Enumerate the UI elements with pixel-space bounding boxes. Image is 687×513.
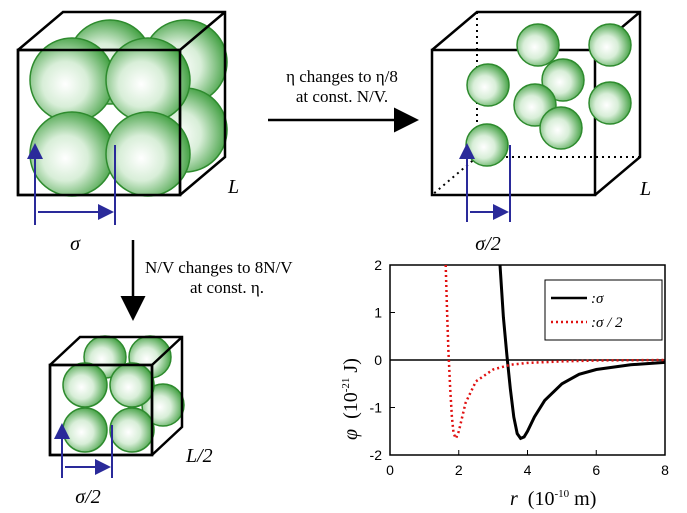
caption: N/V changes to 8N/V (145, 258, 293, 277)
caption: at const. η. (190, 278, 264, 297)
y-label-part: (10 (340, 392, 362, 419)
x-label-part: (10 (528, 488, 555, 510)
x-tick-label: 2 (455, 462, 463, 478)
cube-large (18, 12, 227, 225)
edge-label: L (639, 178, 651, 200)
x-label-part: m) (574, 488, 596, 510)
edge-label: L/2 (185, 445, 213, 467)
y-axis-label: φ (10-21 J) (340, 358, 362, 440)
edge-label: L (227, 176, 239, 198)
cube-dense (50, 336, 184, 478)
diameter-label: σ (70, 233, 81, 255)
legend-label: :σ / 2 (591, 315, 623, 331)
diameter-label: σ/2 (475, 233, 500, 255)
x-label-part: r (510, 488, 518, 510)
y-label-part: φ (340, 429, 362, 440)
x-tick-label: 8 (661, 462, 669, 478)
x-axis-label: r (10-10 m) (510, 488, 596, 510)
y-tick-label: -2 (370, 447, 383, 463)
y-label-part: -21 (340, 378, 352, 393)
x-tick-label: 6 (592, 462, 600, 478)
x-label-part: -10 (554, 488, 569, 500)
y-tick-label: 0 (374, 352, 382, 368)
y-tick-label: 2 (374, 257, 382, 273)
y-tick-label: -1 (370, 400, 383, 416)
x-tick-label: 0 (386, 462, 394, 478)
diameter-label: σ/2 (75, 486, 100, 508)
legend-box (545, 280, 662, 340)
cube-dilute (432, 12, 640, 222)
x-tick-label: 4 (524, 462, 532, 478)
figure: L σ η changes to η/8 at const. N/V. L σ/… (0, 0, 687, 513)
y-tick-label: 1 (374, 305, 382, 321)
caption: η changes to η/8 (286, 67, 398, 86)
y-label-part: J) (340, 358, 362, 372)
legend-label: :σ (591, 291, 604, 307)
caption: at const. N/V. (296, 87, 388, 106)
